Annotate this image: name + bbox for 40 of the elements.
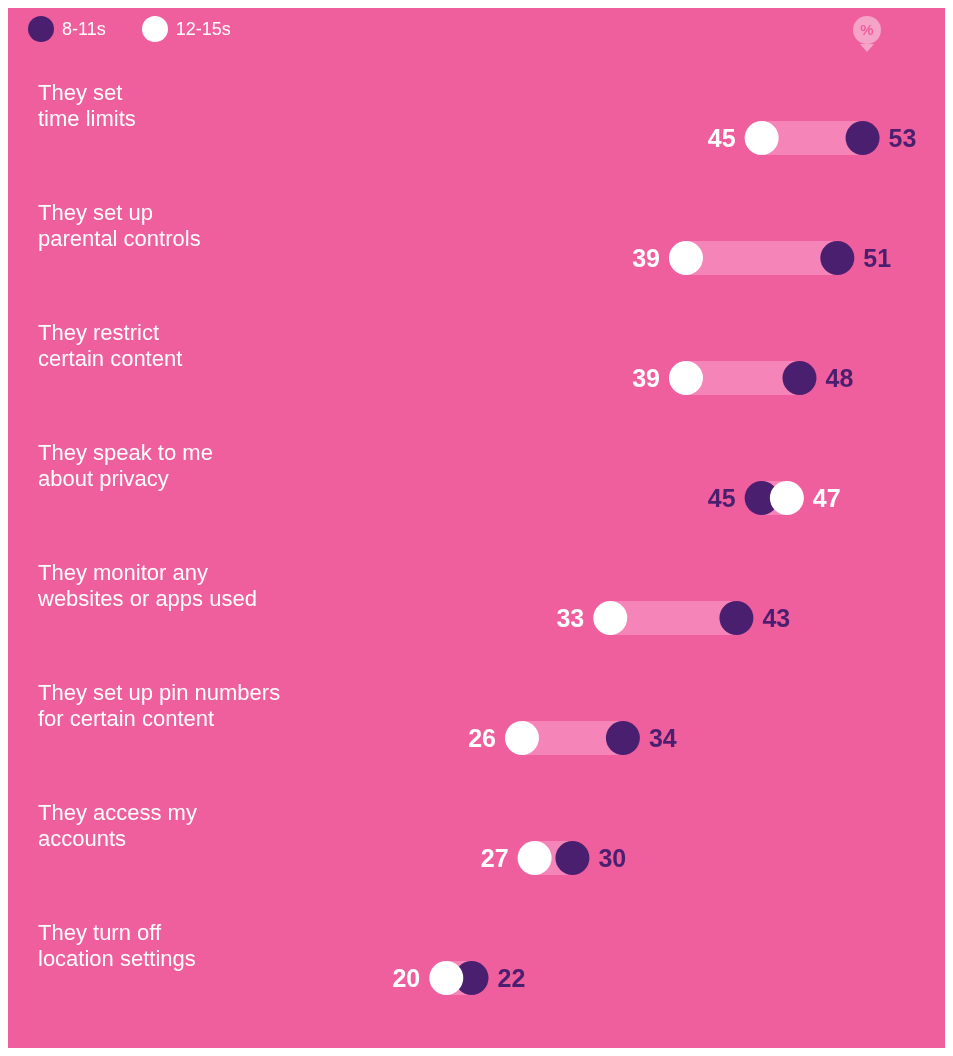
data-label: 51 <box>863 244 892 272</box>
point <box>782 361 817 395</box>
point <box>668 361 703 395</box>
y-tick-label: They access my accounts <box>38 800 197 852</box>
point <box>820 241 855 275</box>
point <box>744 121 779 155</box>
data-label: 48 <box>825 364 854 392</box>
data-label: 26 <box>468 724 496 752</box>
data-label: 53 <box>888 124 917 152</box>
y-tick-label: They turn off location settings <box>38 920 196 972</box>
data-label: 39 <box>632 244 660 272</box>
point <box>719 601 754 635</box>
point <box>517 841 552 875</box>
y-tick-label: They monitor any websites or apps used <box>38 560 257 612</box>
y-tick-label: They restrict certain content <box>38 320 183 372</box>
data-label: 47 <box>812 484 841 512</box>
y-tick-label: They set up pin numbers for certain content <box>38 680 281 732</box>
data-label: 27 <box>480 844 509 872</box>
point <box>769 481 804 515</box>
data-label: 22 <box>497 964 526 992</box>
point <box>605 721 640 755</box>
point <box>845 121 880 155</box>
point <box>593 601 628 635</box>
point <box>429 961 464 995</box>
data-label: 39 <box>632 364 660 392</box>
legend-label: 12-15s <box>175 18 231 40</box>
point <box>555 841 590 875</box>
y-tick-label: They set up parental controls <box>38 200 201 252</box>
data-label: 34 <box>648 724 677 752</box>
y-tick-label: They speak to me about privacy <box>38 440 213 492</box>
y-tick-label: They set time limits <box>38 80 136 132</box>
data-label: 20 <box>392 964 421 992</box>
point <box>668 241 703 275</box>
data-label: 45 <box>707 124 736 152</box>
data-label: 45 <box>707 484 736 512</box>
data-label: 30 <box>598 844 627 872</box>
data-label: 33 <box>556 604 585 632</box>
point <box>504 721 539 755</box>
data-label: 43 <box>762 604 791 632</box>
legend-label: 8-11s <box>62 18 106 40</box>
